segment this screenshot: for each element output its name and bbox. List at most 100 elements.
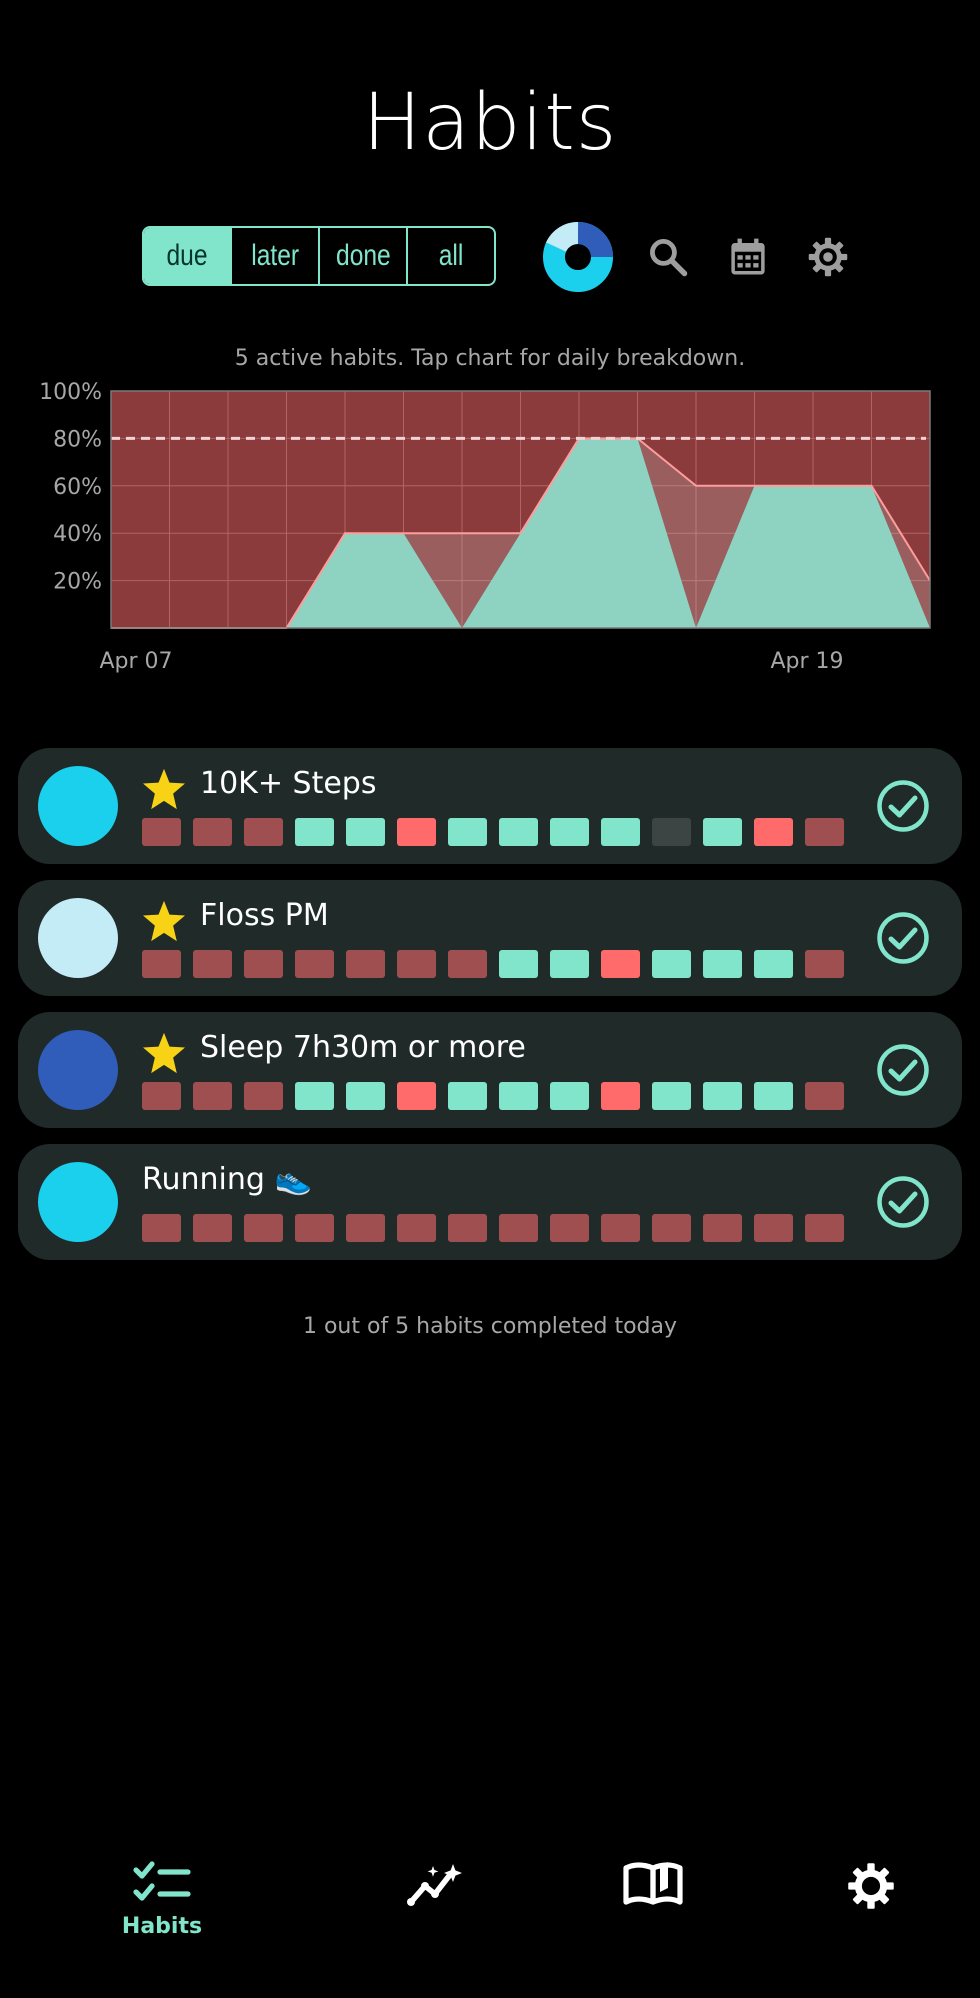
history-day-miss[interactable] xyxy=(805,950,844,978)
history-day-done[interactable] xyxy=(499,818,538,846)
history-day-fail[interactable] xyxy=(397,818,436,846)
history-day-fail[interactable] xyxy=(601,950,640,978)
history-day-miss[interactable] xyxy=(703,1214,742,1242)
history-day-done[interactable] xyxy=(499,950,538,978)
history-day-miss[interactable] xyxy=(295,1214,334,1242)
history-day-done[interactable] xyxy=(652,1082,691,1110)
progress-donut-button[interactable] xyxy=(543,222,613,292)
tab-due-label: due xyxy=(166,239,208,272)
history-day-miss[interactable] xyxy=(805,818,844,846)
history-day-fail[interactable] xyxy=(601,1082,640,1110)
history-day-miss[interactable] xyxy=(142,818,181,846)
settings-button[interactable] xyxy=(793,222,863,292)
tab-later-label: later xyxy=(251,239,299,272)
habit-color-dot xyxy=(38,898,118,978)
bottom-navigation: Habits xyxy=(0,1860,980,1980)
history-day-done[interactable] xyxy=(448,818,487,846)
history-day-done[interactable] xyxy=(295,1082,334,1110)
history-day-miss[interactable] xyxy=(193,1214,232,1242)
calendar-icon xyxy=(731,238,765,275)
history-day-miss[interactable] xyxy=(397,950,436,978)
history-day-done[interactable] xyxy=(448,1082,487,1110)
complete-check-button[interactable] xyxy=(876,779,930,833)
history-day-miss[interactable] xyxy=(193,818,232,846)
habit-history xyxy=(142,818,844,846)
daily-completion-chart[interactable]: 100% 80% 60% 40% 20% Apr 07 Apr 19 xyxy=(0,378,980,678)
history-day-done[interactable] xyxy=(754,1082,793,1110)
tab-all[interactable]: all xyxy=(406,228,494,284)
history-day-done[interactable] xyxy=(703,950,742,978)
check-circle-icon xyxy=(877,912,929,964)
history-day-miss[interactable] xyxy=(550,1214,589,1242)
history-day-done[interactable] xyxy=(346,1082,385,1110)
check-circle-icon xyxy=(877,1044,929,1096)
tab-done[interactable]: done xyxy=(318,228,406,284)
history-day-done[interactable] xyxy=(601,818,640,846)
search-button[interactable] xyxy=(633,222,703,292)
history-day-miss[interactable] xyxy=(346,950,385,978)
history-day-miss[interactable] xyxy=(295,950,334,978)
nav-habits[interactable]: Habits xyxy=(92,1860,232,1980)
history-day-fail[interactable] xyxy=(397,1082,436,1110)
history-day-done[interactable] xyxy=(346,818,385,846)
history-day-miss[interactable] xyxy=(754,1214,793,1242)
history-day-miss[interactable] xyxy=(193,950,232,978)
history-day-done[interactable] xyxy=(550,950,589,978)
history-day-miss[interactable] xyxy=(805,1082,844,1110)
history-day-miss[interactable] xyxy=(193,1082,232,1110)
habit-card[interactable]: Running 👟 xyxy=(18,1144,962,1260)
habit-color-dot xyxy=(38,1030,118,1110)
history-day-miss[interactable] xyxy=(346,1214,385,1242)
habit-name: Floss PM xyxy=(200,898,329,933)
habit-history xyxy=(142,1082,844,1110)
history-day-miss[interactable] xyxy=(244,818,283,846)
history-day-miss[interactable] xyxy=(142,1214,181,1242)
nav-stats[interactable] xyxy=(365,1860,505,1980)
page-title: Habits xyxy=(362,78,618,168)
history-day-miss[interactable] xyxy=(652,1214,691,1242)
habit-card[interactable]: Floss PM xyxy=(18,880,962,996)
habit-card[interactable]: Sleep 7h30m or more xyxy=(18,1012,962,1128)
habit-card[interactable]: 10K+ Steps xyxy=(18,748,962,864)
nav-habits-label: Habits xyxy=(121,1914,203,1939)
history-day-miss[interactable] xyxy=(397,1214,436,1242)
history-day-done[interactable] xyxy=(550,818,589,846)
habit-name: Sleep 7h30m or more xyxy=(200,1030,526,1065)
history-day-fail[interactable] xyxy=(754,818,793,846)
book-icon xyxy=(623,1862,683,1905)
history-day-miss[interactable] xyxy=(499,1214,538,1242)
complete-check-button[interactable] xyxy=(876,1043,930,1097)
tab-later[interactable]: later xyxy=(230,228,318,284)
stats-sparkle-icon xyxy=(407,1864,462,1906)
star-icon xyxy=(143,768,185,810)
history-day-miss[interactable] xyxy=(244,950,283,978)
history-day-miss[interactable] xyxy=(142,950,181,978)
history-day-done[interactable] xyxy=(703,818,742,846)
complete-check-button[interactable] xyxy=(876,1175,930,1229)
tab-due[interactable]: due xyxy=(144,228,230,284)
habit-name: 10K+ Steps xyxy=(200,766,377,801)
history-day-miss[interactable] xyxy=(601,1214,640,1242)
star-icon xyxy=(143,900,185,942)
history-day-done[interactable] xyxy=(295,818,334,846)
history-day-miss[interactable] xyxy=(448,950,487,978)
active-habits-summary: 5 active habits. Tap chart for daily bre… xyxy=(234,346,746,371)
history-day-miss[interactable] xyxy=(448,1214,487,1242)
history-day-miss[interactable] xyxy=(244,1214,283,1242)
chart-y-tick-label: 80% xyxy=(53,427,102,452)
nav-settings[interactable] xyxy=(801,1860,941,1980)
history-day-done[interactable] xyxy=(652,950,691,978)
history-day-done[interactable] xyxy=(754,950,793,978)
history-day-done[interactable] xyxy=(703,1082,742,1110)
chart-y-tick-label: 60% xyxy=(53,475,102,500)
history-day-done[interactable] xyxy=(499,1082,538,1110)
completion-summary: 1 out of 5 habits completed today xyxy=(302,1314,678,1339)
history-day-miss[interactable] xyxy=(805,1214,844,1242)
calendar-button[interactable] xyxy=(713,222,783,292)
complete-check-button[interactable] xyxy=(876,911,930,965)
history-day-skip[interactable] xyxy=(652,818,691,846)
history-day-done[interactable] xyxy=(550,1082,589,1110)
nav-journal[interactable] xyxy=(583,1860,723,1980)
history-day-miss[interactable] xyxy=(244,1082,283,1110)
history-day-miss[interactable] xyxy=(142,1082,181,1110)
